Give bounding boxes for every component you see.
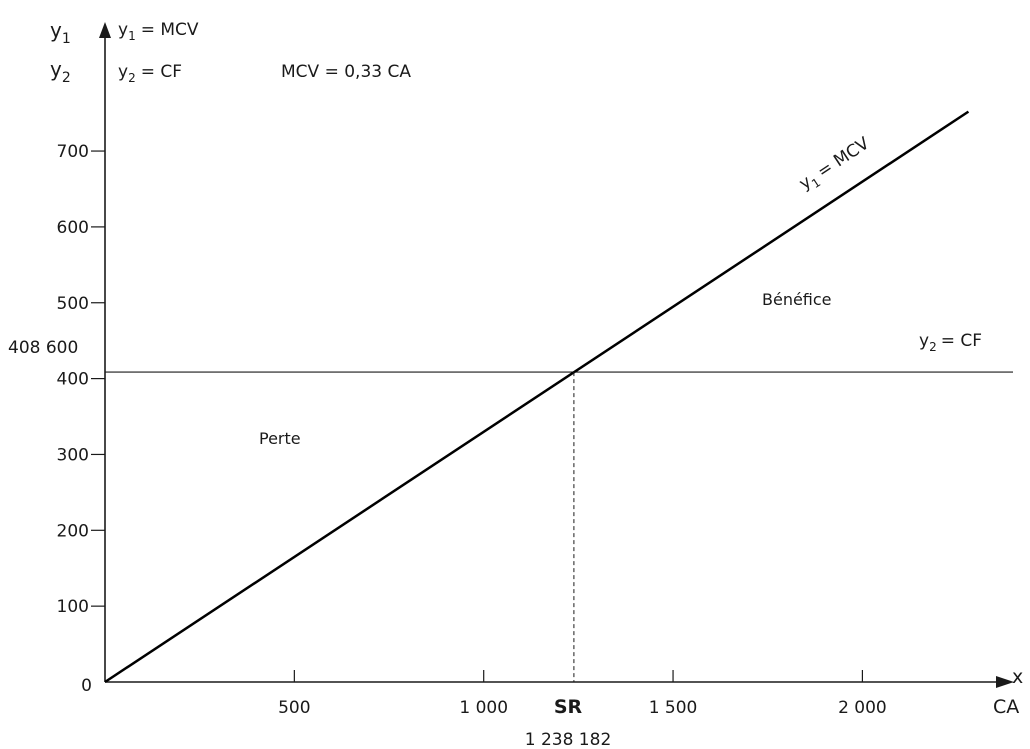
legend-y1: y1 = MCV [118,20,199,43]
x-axis-arrow [996,676,1014,688]
x-tick-label: 1 500 [649,698,698,718]
y-tick-label: 0 [81,676,92,696]
y-axis-title-y2: y2 [50,57,71,86]
annotation-loss: Perte [259,429,301,448]
y-tick-label: 700 [57,142,89,162]
break-even-y-value-label: 408 600 [8,338,78,358]
y-tick-label: 500 [57,294,89,314]
annotation-profit: Bénéfice [762,290,832,309]
y-tick-label: 200 [57,521,89,541]
y-tick-label: 600 [57,218,89,238]
y-axis-title-y1: y1 [50,18,71,47]
y-tick-label: 100 [57,597,89,617]
x-axis-unit-label: CA [993,696,1019,718]
break-even-x-label: SR [554,696,583,718]
break-even-x-value-label: 1 238 182 [525,730,612,749]
y-axis-arrow [99,22,111,38]
x-tick-label: 1 000 [459,698,508,718]
x-tick-label: 500 [278,698,310,718]
x-tick-label: 2 000 [838,698,887,718]
y-tick-label: 400 [57,370,89,390]
legend-equation: MCV = 0,33 CA [281,62,411,82]
x-axis-name: x [1012,666,1023,688]
series-label-cf: y2 = CF [919,331,982,354]
y-tick-label: 300 [57,445,89,465]
legend-y2: y2 = CF [118,62,182,85]
series-label-mcv: y1= MCV [796,133,875,196]
series-line-mcv [104,110,970,684]
